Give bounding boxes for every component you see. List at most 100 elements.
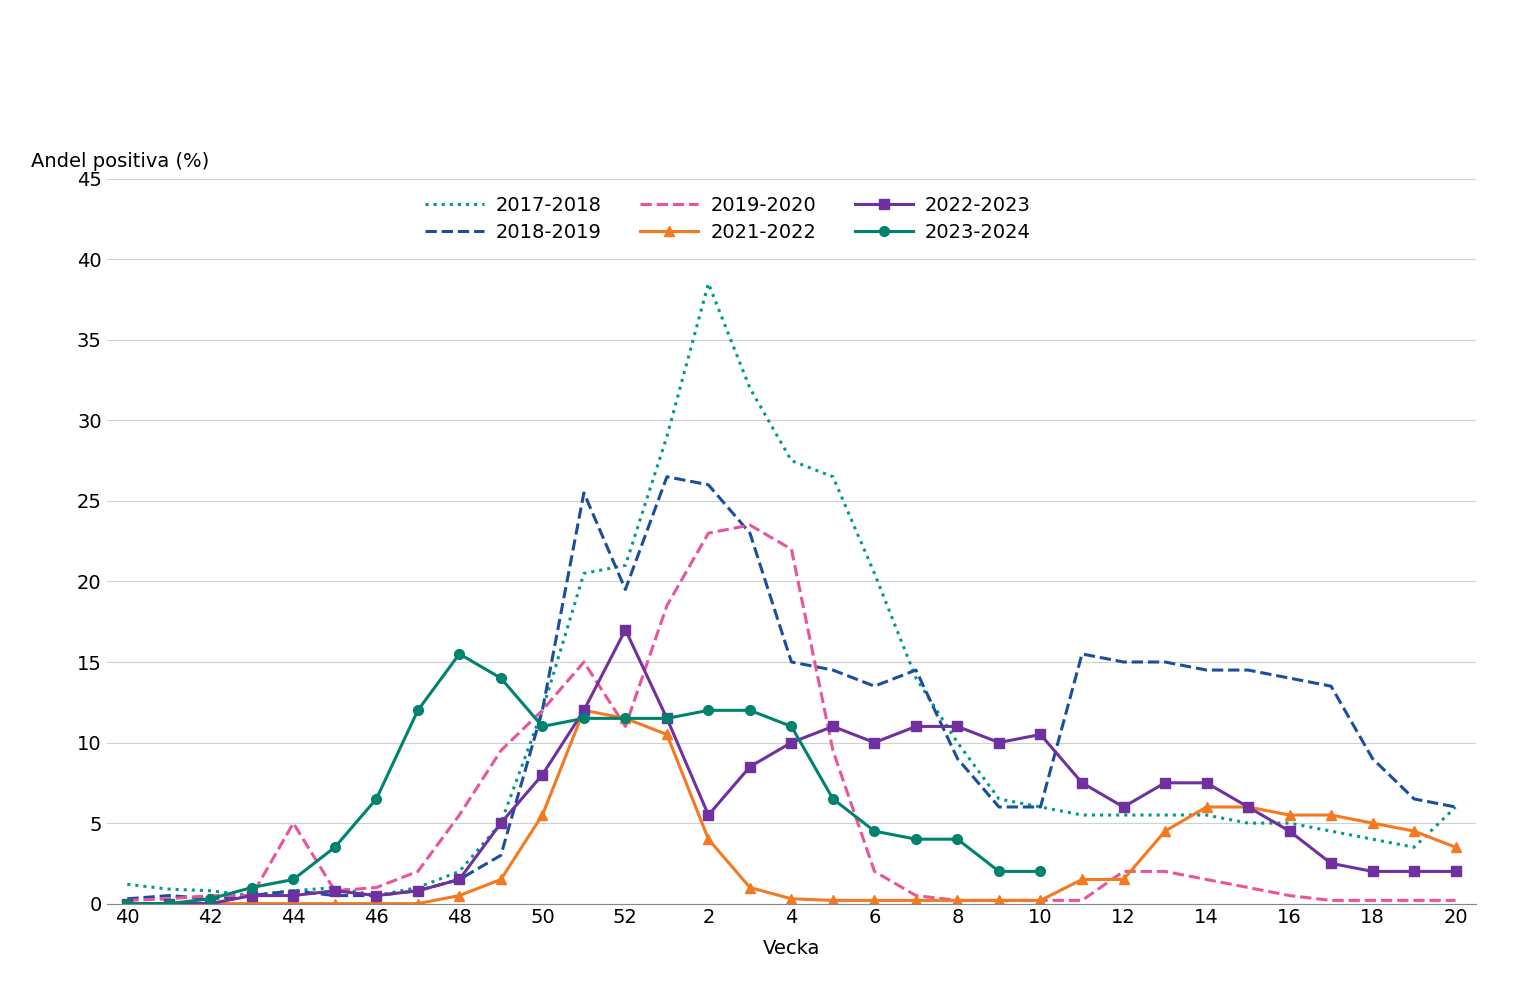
2021-2022	[451, 890, 469, 902]
2022-2023	[492, 817, 510, 829]
2022-2023	[1073, 777, 1091, 788]
2022-2023	[1323, 857, 1341, 869]
2017-2018	[575, 567, 594, 579]
Line: 2019-2020: 2019-2020	[128, 525, 1455, 901]
2019-2020	[367, 882, 385, 894]
2018-2019	[989, 801, 1008, 813]
2023-2024	[575, 712, 594, 724]
2017-2018	[1155, 809, 1173, 821]
2019-2020	[160, 893, 178, 905]
2022-2023	[1364, 866, 1382, 878]
2018-2019	[201, 893, 219, 905]
2021-2022	[326, 898, 344, 910]
2017-2018	[160, 883, 178, 895]
Line: 2021-2022: 2021-2022	[122, 705, 1461, 909]
2017-2018	[1198, 809, 1216, 821]
2018-2019	[616, 584, 635, 596]
2018-2019	[1323, 680, 1341, 692]
2022-2023	[658, 712, 676, 724]
2021-2022	[492, 874, 510, 886]
2023-2024	[367, 793, 385, 805]
2017-2018	[1114, 809, 1132, 821]
2021-2022	[907, 895, 925, 907]
2019-2020	[242, 890, 260, 902]
2019-2020	[948, 895, 966, 907]
2017-2018	[1239, 817, 1257, 829]
2019-2020	[1364, 895, 1382, 907]
2018-2019	[866, 680, 884, 692]
2021-2022	[1032, 895, 1050, 907]
2019-2020	[782, 543, 801, 555]
2018-2019	[1280, 672, 1298, 684]
2023-2024	[160, 898, 178, 910]
2022-2023	[451, 874, 469, 886]
2021-2022	[533, 809, 551, 821]
2023-2024	[492, 672, 510, 684]
2018-2019	[1032, 801, 1050, 813]
2019-2020	[1032, 895, 1050, 907]
2022-2023	[1405, 866, 1423, 878]
2021-2022	[866, 895, 884, 907]
2018-2019	[326, 890, 344, 902]
2017-2018	[948, 737, 966, 749]
2019-2020	[201, 890, 219, 902]
Legend: 2017-2018, 2018-2019, 2019-2020, 2021-2022, 2022-2023, 2023-2024: 2017-2018, 2018-2019, 2019-2020, 2021-20…	[417, 189, 1038, 250]
2019-2020	[1198, 874, 1216, 886]
2023-2024	[285, 874, 303, 886]
2023-2024	[119, 898, 137, 910]
2017-2018	[989, 793, 1008, 805]
2018-2019	[1114, 656, 1132, 668]
2022-2023	[326, 885, 344, 897]
2018-2019	[492, 849, 510, 861]
2019-2020	[1155, 866, 1173, 878]
2022-2023	[741, 761, 759, 773]
2022-2023	[1198, 777, 1216, 788]
2019-2020	[866, 866, 884, 878]
Text: Andel positiva (%): Andel positiva (%)	[32, 153, 210, 172]
2021-2022	[1446, 841, 1464, 853]
2019-2020	[1446, 895, 1464, 907]
2021-2022	[823, 895, 842, 907]
2018-2019	[823, 664, 842, 676]
2021-2022	[616, 712, 635, 724]
2019-2020	[492, 745, 510, 757]
2018-2019	[741, 527, 759, 539]
2017-2018	[1032, 801, 1050, 813]
2023-2024	[451, 648, 469, 660]
2021-2022	[1239, 801, 1257, 813]
2022-2023	[989, 737, 1008, 749]
2017-2018	[741, 382, 759, 394]
2022-2023	[119, 898, 137, 910]
2023-2024	[989, 866, 1008, 878]
2021-2022	[658, 729, 676, 741]
2019-2020	[1114, 866, 1132, 878]
2023-2024	[533, 721, 551, 733]
2019-2020	[1280, 890, 1298, 902]
2021-2022	[201, 898, 219, 910]
2017-2018	[1280, 817, 1298, 829]
2022-2023	[533, 769, 551, 780]
2021-2022	[1198, 801, 1216, 813]
2018-2019	[160, 890, 178, 902]
2021-2022	[741, 882, 759, 894]
2019-2020	[575, 656, 594, 668]
2017-2018	[242, 890, 260, 902]
2022-2023	[907, 721, 925, 733]
2019-2020	[1073, 895, 1091, 907]
2022-2023	[1280, 825, 1298, 837]
2018-2019	[782, 656, 801, 668]
2022-2023	[242, 890, 260, 902]
2021-2022	[1405, 825, 1423, 837]
2021-2022	[948, 895, 966, 907]
2021-2022	[160, 898, 178, 910]
2021-2022	[1364, 817, 1382, 829]
2019-2020	[119, 895, 137, 907]
2018-2019	[451, 874, 469, 886]
2018-2019	[1198, 664, 1216, 676]
2022-2023	[866, 737, 884, 749]
2017-2018	[907, 672, 925, 684]
2021-2022	[1114, 874, 1132, 886]
2017-2018	[782, 455, 801, 467]
2022-2023	[409, 885, 428, 897]
2021-2022	[1073, 874, 1091, 886]
